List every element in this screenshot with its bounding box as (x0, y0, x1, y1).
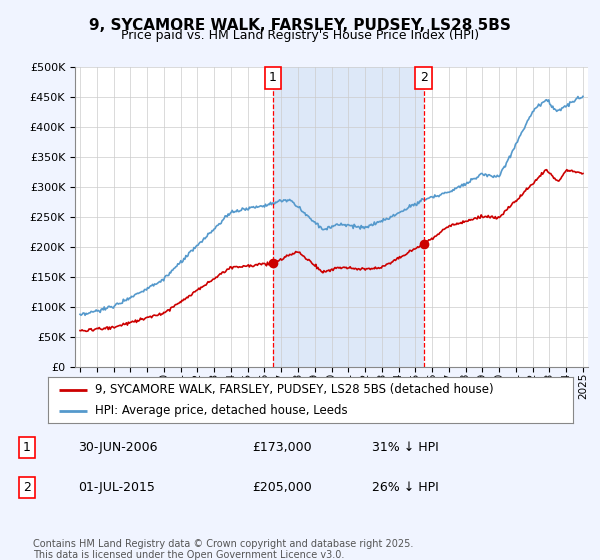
Text: 1: 1 (23, 441, 31, 454)
Text: 30-JUN-2006: 30-JUN-2006 (78, 441, 157, 454)
Text: HPI: Average price, detached house, Leeds: HPI: Average price, detached house, Leed… (95, 404, 348, 417)
Text: £205,000: £205,000 (252, 481, 312, 494)
Text: 26% ↓ HPI: 26% ↓ HPI (372, 481, 439, 494)
Text: 31% ↓ HPI: 31% ↓ HPI (372, 441, 439, 454)
Text: 9, SYCAMORE WALK, FARSLEY, PUDSEY, LS28 5BS: 9, SYCAMORE WALK, FARSLEY, PUDSEY, LS28 … (89, 18, 511, 33)
Text: 2: 2 (420, 72, 428, 85)
Text: 01-JUL-2015: 01-JUL-2015 (78, 481, 155, 494)
Text: Price paid vs. HM Land Registry's House Price Index (HPI): Price paid vs. HM Land Registry's House … (121, 29, 479, 42)
Text: Contains HM Land Registry data © Crown copyright and database right 2025.
This d: Contains HM Land Registry data © Crown c… (33, 539, 413, 560)
Bar (273, 67, 424, 367)
Text: £173,000: £173,000 (252, 441, 311, 454)
Text: 1: 1 (269, 72, 277, 85)
Text: 2: 2 (23, 481, 31, 494)
Text: 9, SYCAMORE WALK, FARSLEY, PUDSEY, LS28 5BS (detached house): 9, SYCAMORE WALK, FARSLEY, PUDSEY, LS28 … (95, 383, 494, 396)
